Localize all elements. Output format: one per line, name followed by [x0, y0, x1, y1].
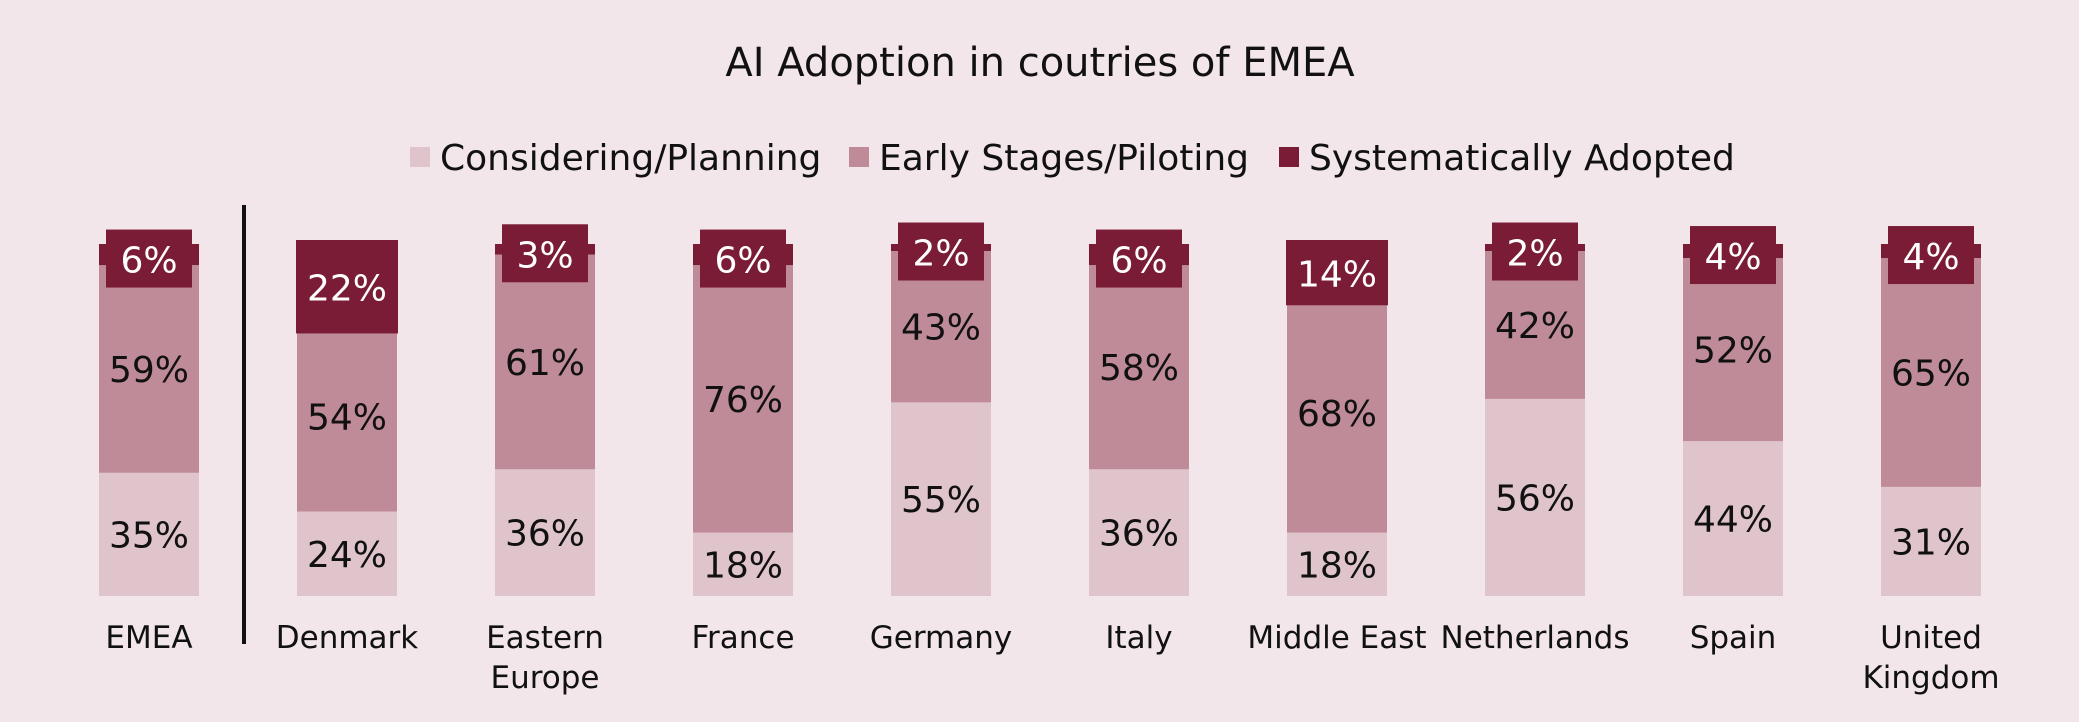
category-label: Eastern: [486, 620, 604, 656]
bar-segment: [1881, 486, 1981, 596]
value-label-box: [1492, 222, 1578, 281]
legend-swatch: [410, 147, 430, 167]
bar-segment: [1089, 469, 1189, 596]
legend-swatch: [849, 147, 869, 167]
value-label: 43%: [901, 308, 981, 349]
category-label: Netherlands: [1441, 620, 1630, 656]
bar-segment: [495, 469, 595, 596]
value-label: 36%: [505, 514, 585, 555]
value-label-box: [502, 224, 588, 283]
bar-segment: [1089, 265, 1189, 470]
legend-label: Systematically Adopted: [1309, 138, 1735, 179]
value-label: 61%: [505, 343, 585, 384]
bar-segment: [297, 321, 397, 512]
legend-label: Early Stages/Piloting: [879, 138, 1249, 179]
bar-segment: [297, 511, 397, 596]
value-label: 6%: [714, 241, 771, 282]
value-label: 44%: [1693, 500, 1773, 541]
category-label: EMEA: [105, 620, 192, 656]
value-label: 4%: [1704, 237, 1761, 278]
value-label: 31%: [1891, 522, 1971, 563]
bar-segment: [891, 402, 991, 596]
value-label-box: [1286, 240, 1388, 306]
value-label: 24%: [307, 535, 387, 576]
chart-title: AI Adoption in coutries of EMEA: [725, 40, 1355, 86]
value-label: 55%: [901, 480, 981, 521]
bar-group: 36% 58% 6%: [1089, 229, 1189, 596]
value-label: 18%: [703, 545, 783, 586]
bar-group: 36% 61% 3%: [495, 224, 595, 596]
legend-swatch: [1279, 147, 1299, 167]
bar-segment: [693, 265, 793, 533]
bar-segment: [1683, 258, 1783, 442]
value-label: 18%: [1297, 545, 1377, 586]
value-label: 2%: [912, 234, 969, 275]
value-label: 6%: [120, 241, 177, 282]
value-label: 56%: [1495, 478, 1575, 519]
value-label: 58%: [1099, 348, 1179, 389]
legend-item: Considering/Planning: [410, 138, 821, 179]
value-label: 4%: [1902, 237, 1959, 278]
value-label-box: [1690, 226, 1776, 285]
bar-group: 35% 59% 6%: [99, 229, 199, 596]
bars: 35% 59% 6% 24% 54% 22% 36% 61% 3% 18% 76% 6% 55% 43% 2…: [99, 205, 1981, 644]
bar-segment: [1485, 398, 1585, 596]
legend: Considering/Planning Early Stages/Pilotin…: [410, 138, 1735, 179]
bar-group: 18% 68% 14%: [1286, 240, 1388, 596]
bar-segment: [1287, 293, 1387, 533]
value-label: 42%: [1495, 306, 1575, 347]
category-label: Germany: [870, 620, 1012, 656]
value-label: 36%: [1099, 514, 1179, 555]
bar-segment: [1683, 441, 1783, 596]
value-label-box: [106, 229, 192, 288]
category-label: Italy: [1105, 620, 1172, 656]
legend-item: Systematically Adopted: [1279, 138, 1735, 179]
value-label: 2%: [1506, 234, 1563, 275]
legend-label: Considering/Planning: [440, 138, 821, 179]
value-label: 52%: [1693, 331, 1773, 372]
bar-group: 44% 52% 4%: [1683, 226, 1783, 596]
bar-segment: [99, 472, 199, 596]
value-label-box: [700, 229, 786, 288]
value-label: 3%: [516, 235, 573, 276]
bar-group: 18% 76% 6%: [693, 229, 793, 596]
value-label: 14%: [1297, 255, 1377, 296]
category-label: Spain: [1690, 620, 1777, 656]
value-label: 76%: [703, 380, 783, 421]
value-label: 68%: [1297, 394, 1377, 435]
category-labels: EMEA Denmark Eastern Europe France Germany Ita…: [105, 620, 1999, 696]
value-label: 59%: [109, 350, 189, 391]
category-label: Middle East: [1247, 620, 1426, 656]
value-label: 6%: [1110, 241, 1167, 282]
bar-group: 24% 54% 22%: [296, 240, 398, 596]
bar-segment: [495, 254, 595, 470]
category-label: Denmark: [276, 620, 419, 656]
bar-group: 56% 42% 2%: [1485, 222, 1585, 596]
bar-segment: [693, 532, 793, 596]
value-label-box: [898, 222, 984, 281]
legend-item: Early Stages/Piloting: [849, 138, 1249, 179]
bar-segment: [1881, 258, 1981, 487]
value-label: 22%: [307, 269, 387, 310]
value-label-box: [296, 240, 398, 334]
bar-group: 31% 65% 4%: [1881, 226, 1981, 596]
category-label: France: [691, 620, 794, 656]
bar-segment: [99, 265, 199, 473]
category-label: Europe: [490, 660, 599, 696]
value-label: 35%: [109, 515, 189, 556]
category-label: Kingdom: [1862, 660, 1999, 696]
value-label-box: [1888, 226, 1974, 285]
category-label: United: [1880, 620, 1982, 656]
value-label-box: [1096, 229, 1182, 288]
value-label: 65%: [1891, 353, 1971, 394]
value-label: 54%: [307, 397, 387, 438]
bar-segment: [1287, 532, 1387, 596]
bar-group: 55% 43% 2%: [891, 222, 991, 596]
